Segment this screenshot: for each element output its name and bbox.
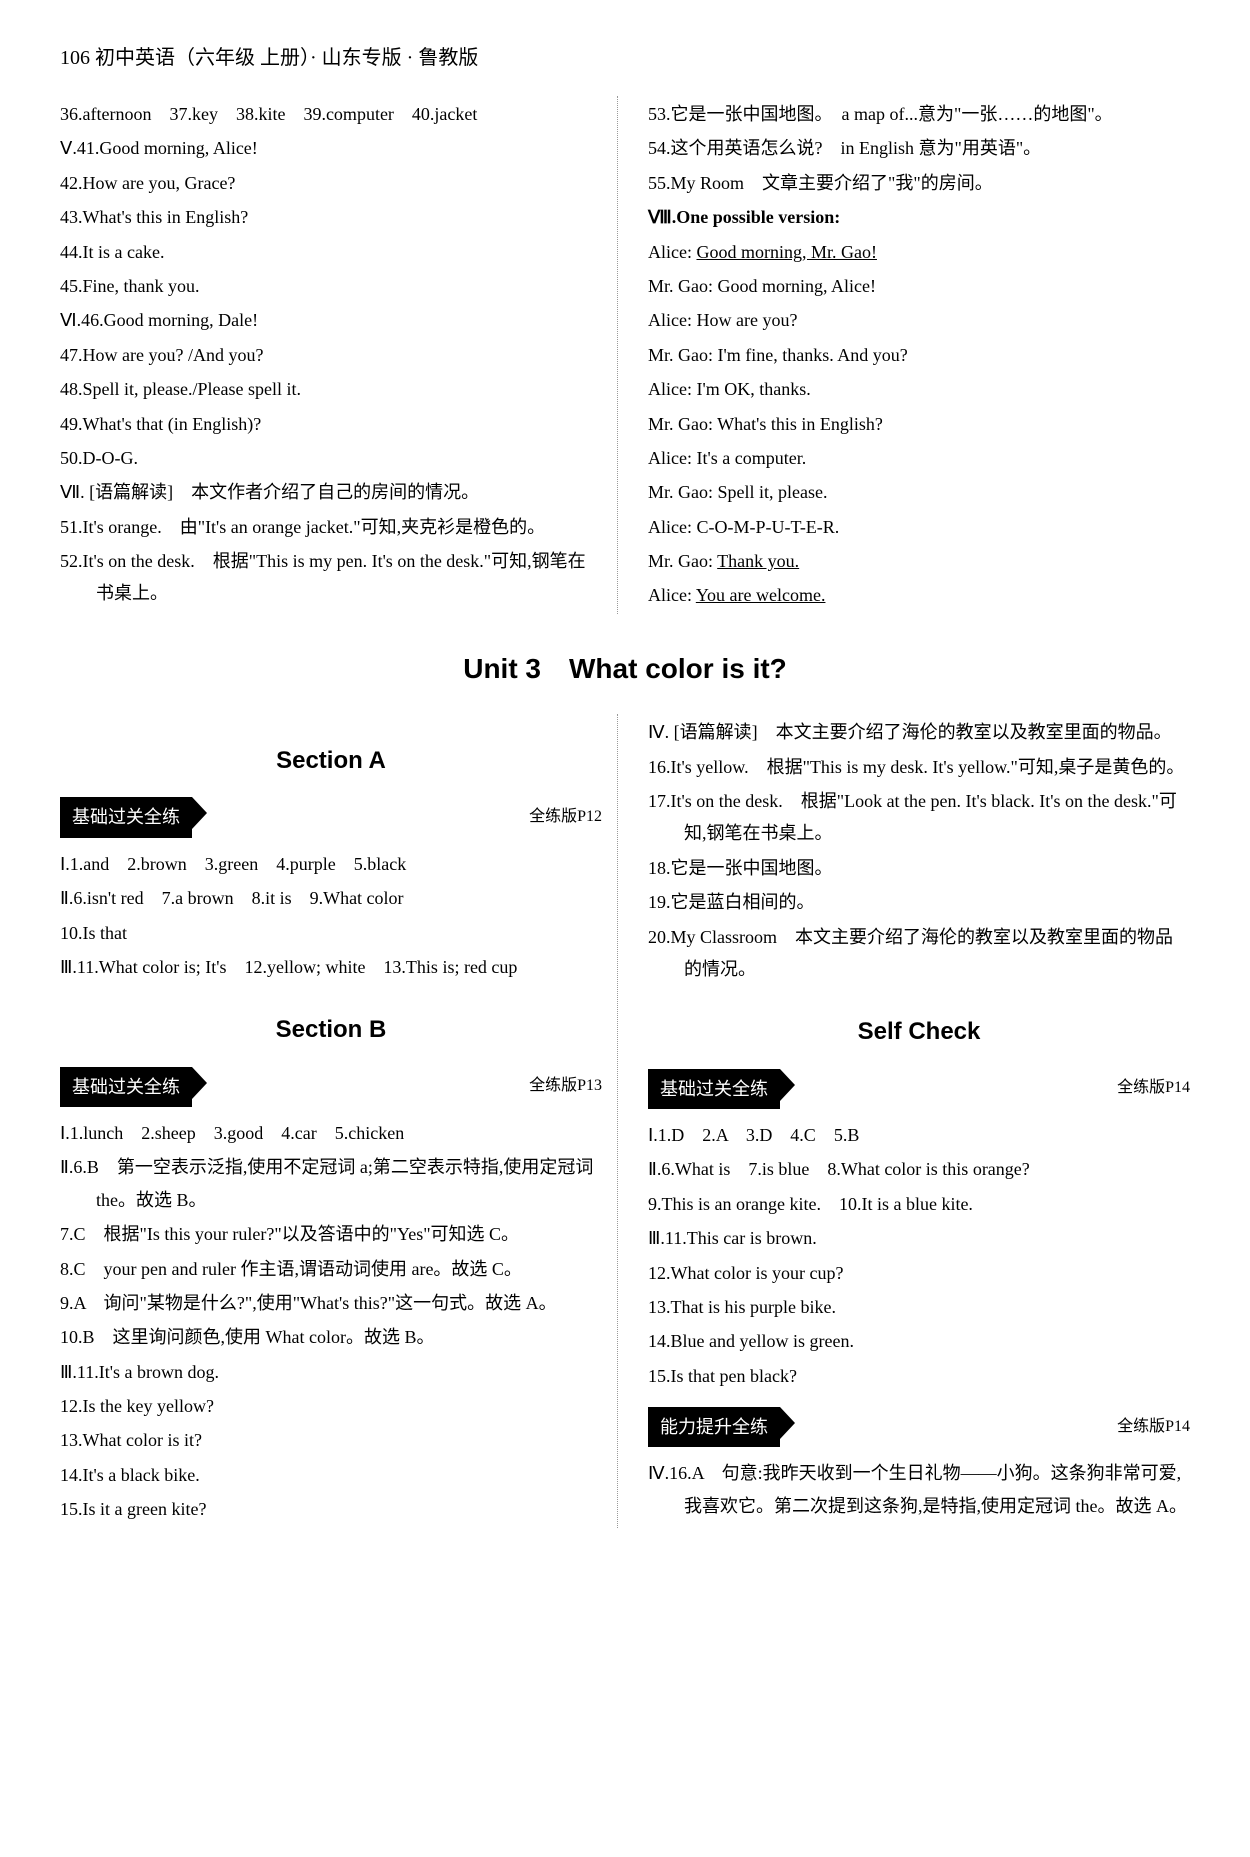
answer-item: 45.Fine, thank you.	[60, 270, 602, 302]
answer-item: Ⅱ.6.isn't red 7.a brown 8.it is 9.What c…	[60, 882, 602, 914]
dialogue-line: Mr. Gao: I'm fine, thanks. And you?	[648, 339, 1190, 371]
answer-item: 48.Spell it, please./Please spell it.	[60, 373, 602, 405]
practice-header: 基础过关全练 全练版P12	[60, 797, 602, 837]
answer-item: 47.How are you? /And you?	[60, 339, 602, 371]
section-b-title: Section B	[60, 1008, 602, 1051]
dialogue-line: Alice: It's a computer.	[648, 442, 1190, 474]
answer-item: 9.A 询问"某物是什么?",使用"What's this?"这一句式。故选 A…	[60, 1287, 602, 1319]
answer-item: Ⅳ.16.A 句意:我昨天收到一个生日礼物——小狗。这条狗非常可爱,我喜欢它。第…	[648, 1457, 1190, 1522]
answer-item: 9.This is an orange kite. 10.It is a blu…	[648, 1188, 1190, 1220]
answer-item: Ⅲ.11.What color is; It's 12.yellow; whit…	[60, 951, 602, 983]
answer-item: 13.What color is it?	[60, 1424, 602, 1456]
answer-item: Ⅴ.41.Good morning, Alice!	[60, 132, 602, 164]
answer-item: 13.That is his purple bike.	[648, 1291, 1190, 1323]
answer-item: 19.它是蓝白相间的。	[648, 886, 1190, 918]
dialogue-line: Mr. Gao: Good morning, Alice!	[648, 270, 1190, 302]
practice-header: 能力提升全练 全练版P14	[648, 1407, 1190, 1447]
answer-item: 54.这个用英语怎么说? in English 意为"用英语"。	[648, 132, 1190, 164]
answer-item: 18.它是一张中国地图。	[648, 852, 1190, 884]
answer-item: 55.My Room 文章主要介绍了"我"的房间。	[648, 167, 1190, 199]
dialogue-line: Alice: You are welcome.	[648, 579, 1190, 611]
answer-item: 49.What's that (in English)?	[60, 408, 602, 440]
answer-item: 15.Is that pen black?	[648, 1360, 1190, 1392]
practice-basic-label: 基础过关全练	[648, 1069, 780, 1109]
top-left-column: 36.afternoon 37.key 38.kite 39.computer …	[60, 96, 618, 614]
answer-item: 17.It's on the desk. 根据"Look at the pen.…	[648, 785, 1190, 850]
answer-item: 10.B 这里询问颜色,使用 What color。故选 B。	[60, 1321, 602, 1353]
practice-basic-label: 基础过关全练	[60, 1067, 192, 1107]
dialogue-line: Mr. Gao: Spell it, please.	[648, 476, 1190, 508]
answer-item: Ⅰ.1.D 2.A 3.D 4.C 5.B	[648, 1119, 1190, 1151]
dialogue-line: Mr. Gao: What's this in English?	[648, 408, 1190, 440]
self-check-title: Self Check	[648, 1010, 1190, 1053]
answer-item: Ⅲ.11.This car is brown.	[648, 1222, 1190, 1254]
top-right-column: 53.它是一张中国地图。 a map of...意为"一张……的地图"。 54.…	[648, 96, 1190, 614]
answer-item: 20.My Classroom 本文主要介绍了海伦的教室以及教室里面的物品的情况…	[648, 921, 1190, 986]
section-a-title: Section A	[60, 739, 602, 782]
underlined-text: You are welcome.	[696, 585, 826, 605]
practice-basic-label: 基础过关全练	[60, 797, 192, 837]
page-header: 106 初中英语（六年级 上册）· 山东专版 · 鲁教版	[60, 40, 1190, 76]
answer-item: 8.C your pen and ruler 作主语,谓语动词使用 are。故选…	[60, 1253, 602, 1285]
answer-item: Ⅵ.46.Good morning, Dale!	[60, 304, 602, 336]
answer-item: 44.It is a cake.	[60, 236, 602, 268]
answer-item: 12.Is the key yellow?	[60, 1390, 602, 1422]
answer-item: 43.What's this in English?	[60, 201, 602, 233]
main-left-column: Section A 基础过关全练 全练版P12 Ⅰ.1.and 2.brown …	[60, 714, 618, 1527]
answer-item: 7.C 根据"Is this your ruler?"以及答语中的"Yes"可知…	[60, 1218, 602, 1250]
answer-item: Ⅲ.11.It's a brown dog.	[60, 1356, 602, 1388]
answer-item: 16.It's yellow. 根据"This is my desk. It's…	[648, 751, 1190, 783]
top-columns: 36.afternoon 37.key 38.kite 39.computer …	[60, 96, 1190, 614]
dialogue-line: Alice: I'm OK, thanks.	[648, 373, 1190, 405]
answer-item: Ⅷ.One possible version:	[648, 201, 1190, 233]
dialogue-line: Alice: How are you?	[648, 304, 1190, 336]
answer-item: 53.它是一张中国地图。 a map of...意为"一张……的地图"。	[648, 98, 1190, 130]
main-columns: Section A 基础过关全练 全练版P12 Ⅰ.1.and 2.brown …	[60, 714, 1190, 1527]
answer-item: 42.How are you, Grace?	[60, 167, 602, 199]
underlined-text: Thank you.	[717, 551, 799, 571]
answer-item: Ⅰ.1.and 2.brown 3.green 4.purple 5.black	[60, 848, 602, 880]
answer-item: 50.D-O-G.	[60, 442, 602, 474]
underlined-text: Good morning, Mr. Gao!	[696, 242, 876, 262]
answer-item: 12.What color is your cup?	[648, 1257, 1190, 1289]
page-ref: 全练版P13	[529, 1072, 602, 1101]
page-ref: 全练版P14	[1117, 1074, 1190, 1103]
dialogue-line: Mr. Gao: Thank you.	[648, 545, 1190, 577]
answer-item: 14.It's a black bike.	[60, 1459, 602, 1491]
answer-item: Ⅱ.6.B 第一空表示泛指,使用不定冠词 a;第二空表示特指,使用定冠词 the…	[60, 1151, 602, 1216]
answer-item: 52.It's on the desk. 根据"This is my pen. …	[60, 545, 602, 610]
answer-item: 10.Is that	[60, 917, 602, 949]
practice-ability-label: 能力提升全练	[648, 1407, 780, 1447]
practice-header: 基础过关全练 全练版P13	[60, 1067, 602, 1107]
main-right-column: Ⅳ. [语篇解读] 本文主要介绍了海伦的教室以及教室里面的物品。 16.It's…	[648, 714, 1190, 1527]
answer-item: Ⅶ. [语篇解读] 本文作者介绍了自己的房间的情况。	[60, 476, 602, 508]
answer-item: 15.Is it a green kite?	[60, 1493, 602, 1525]
answer-item: Ⅳ. [语篇解读] 本文主要介绍了海伦的教室以及教室里面的物品。	[648, 716, 1190, 748]
page-ref: 全练版P14	[1117, 1413, 1190, 1442]
answer-item: 36.afternoon 37.key 38.kite 39.computer …	[60, 98, 602, 130]
dialogue-line: Alice: Good morning, Mr. Gao!	[648, 236, 1190, 268]
unit-title: Unit 3 What color is it?	[60, 644, 1190, 694]
page-ref: 全练版P12	[529, 803, 602, 832]
answer-item: 14.Blue and yellow is green.	[648, 1325, 1190, 1357]
answer-item: 51.It's orange. 由"It's an orange jacket.…	[60, 511, 602, 543]
practice-header: 基础过关全练 全练版P14	[648, 1069, 1190, 1109]
answer-item: Ⅱ.6.What is 7.is blue 8.What color is th…	[648, 1153, 1190, 1185]
dialogue-line: Alice: C-O-M-P-U-T-E-R.	[648, 511, 1190, 543]
answer-item: Ⅰ.1.lunch 2.sheep 3.good 4.car 5.chicken	[60, 1117, 602, 1149]
